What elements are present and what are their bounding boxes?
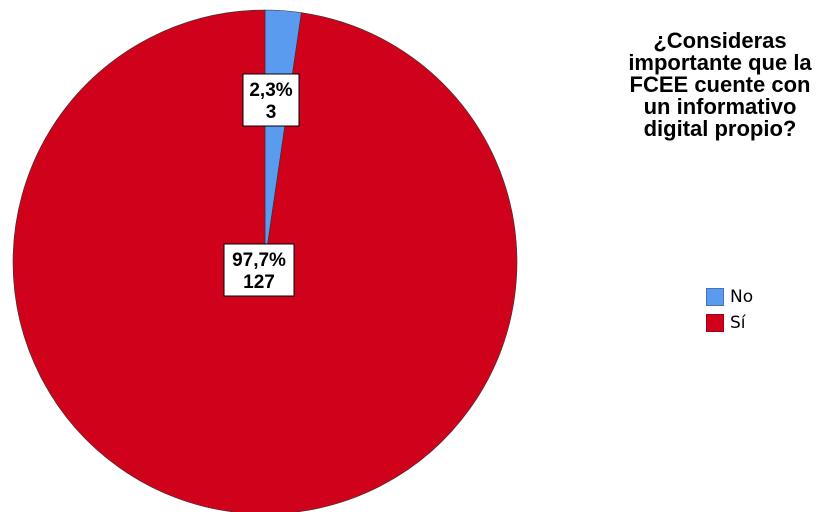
data-label-box-no <box>242 73 300 127</box>
legend-item-no: No <box>706 284 753 310</box>
data-label-count-si: 127 <box>243 272 275 293</box>
legend-swatch-si <box>706 314 724 332</box>
legend-label-no: No <box>730 287 754 307</box>
data-label-box-si <box>223 243 295 297</box>
legend-label-si: Sí <box>730 313 746 333</box>
legend: No Sí <box>706 284 753 336</box>
pie-chart: 2,3%3 97,7%127 <box>12 9 518 512</box>
legend-swatch-no <box>706 288 724 306</box>
legend-item-si: Sí <box>706 310 753 336</box>
legend-title: ¿Consideras importante que la FCEE cuent… <box>628 28 812 141</box>
data-label-count-no: 3 <box>266 102 277 123</box>
data-label-percent-si: 97,7% <box>232 250 286 271</box>
data-label-percent-no: 2,3% <box>249 80 292 101</box>
